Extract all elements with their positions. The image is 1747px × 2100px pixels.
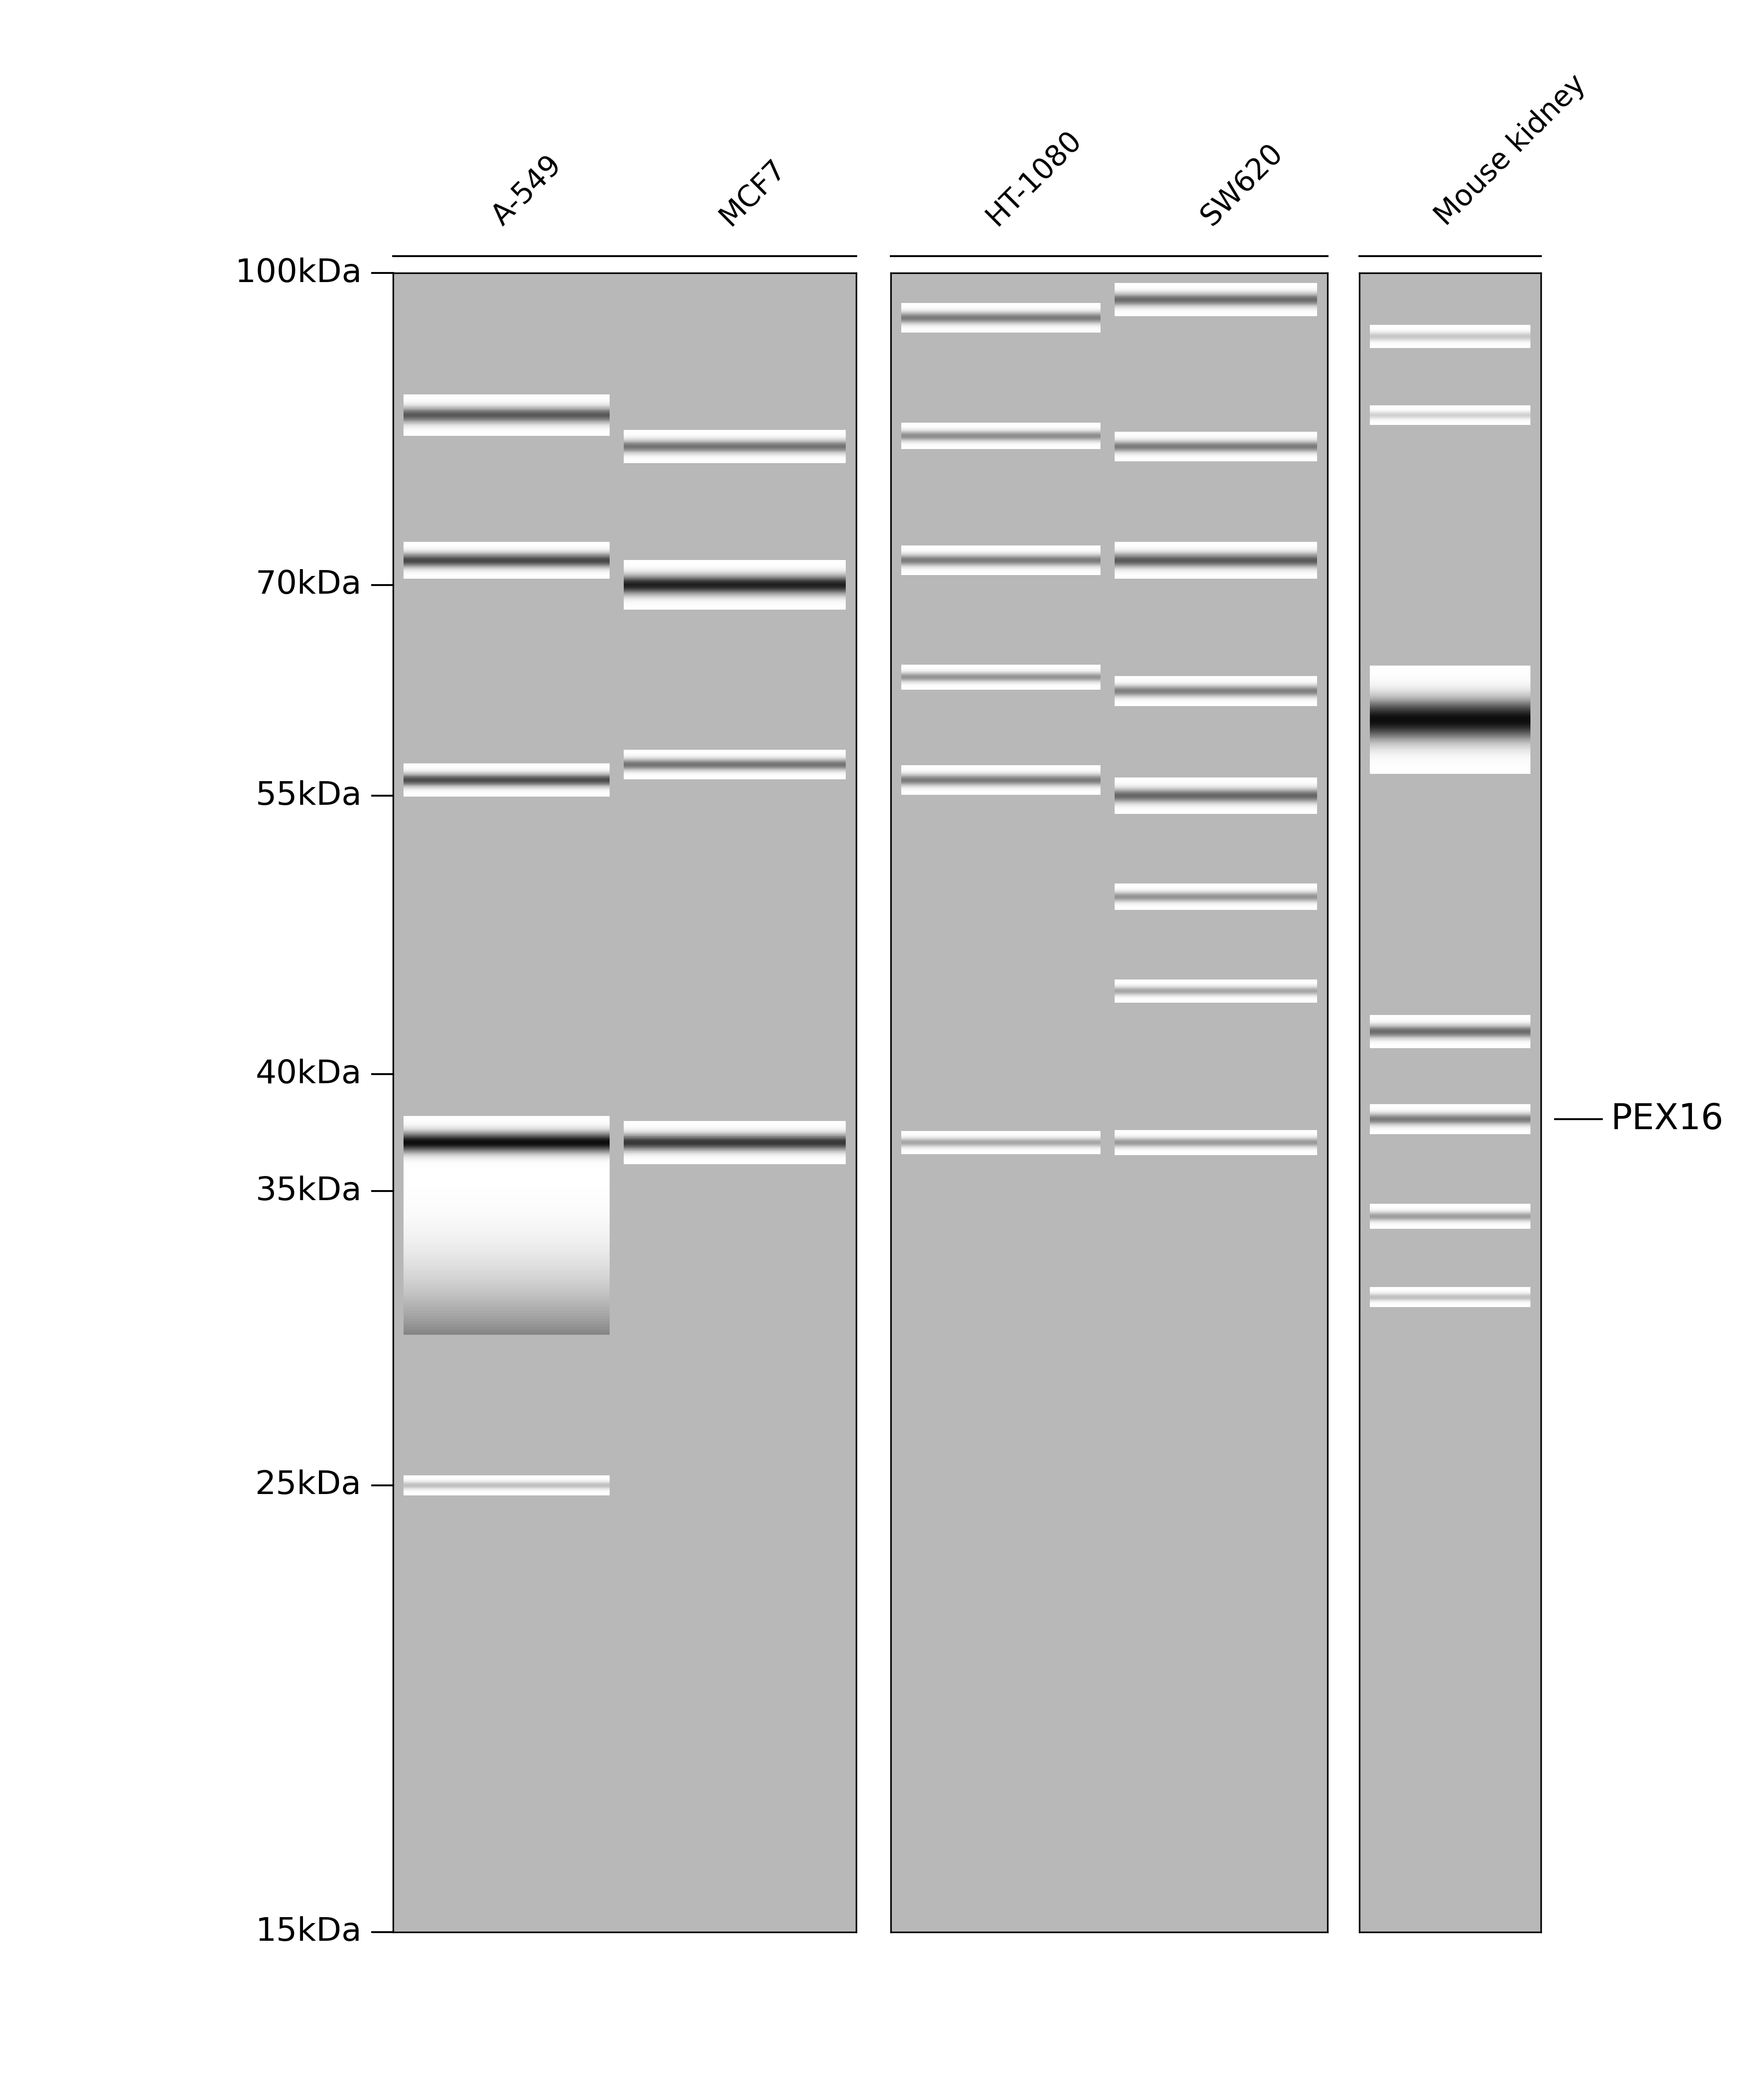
Bar <box>404 1250 610 1252</box>
Bar <box>404 1321 610 1323</box>
Bar <box>404 1214 610 1216</box>
Bar <box>404 1277 610 1279</box>
Bar <box>404 1283 610 1285</box>
Bar <box>404 1331 610 1336</box>
Text: Mouse kidney: Mouse kidney <box>1431 69 1592 231</box>
Bar <box>404 1262 610 1266</box>
Text: HT-1080: HT-1080 <box>982 126 1087 231</box>
Text: 70kDa: 70kDa <box>255 569 362 601</box>
Bar <box>404 1279 610 1283</box>
Bar <box>404 1266 610 1268</box>
Bar <box>1359 273 1541 1932</box>
Bar <box>404 1323 610 1327</box>
Bar <box>404 1260 610 1262</box>
Bar <box>404 1310 610 1312</box>
Bar <box>404 1222 610 1224</box>
Bar <box>404 1275 610 1277</box>
Bar <box>404 1210 610 1214</box>
Bar <box>404 1304 610 1308</box>
Bar <box>404 1254 610 1258</box>
Bar <box>404 1285 610 1287</box>
Bar <box>404 1292 610 1294</box>
Bar <box>404 1235 610 1239</box>
Bar <box>404 1312 610 1315</box>
Bar <box>404 1224 610 1226</box>
Text: 40kDa: 40kDa <box>255 1058 362 1090</box>
Bar <box>404 1300 610 1302</box>
Bar <box>404 1302 610 1304</box>
Bar <box>404 1319 610 1321</box>
Bar <box>404 1201 610 1205</box>
Text: 55kDa: 55kDa <box>255 779 362 811</box>
Bar <box>404 1287 610 1292</box>
Bar <box>404 1197 610 1199</box>
Text: 25kDa: 25kDa <box>255 1470 362 1502</box>
Text: 100kDa: 100kDa <box>234 258 362 288</box>
Bar <box>404 1208 610 1210</box>
Bar <box>404 1191 610 1195</box>
Bar <box>404 1268 610 1270</box>
Bar <box>404 1174 610 1178</box>
Bar <box>404 1178 610 1180</box>
Bar <box>404 1172 610 1174</box>
Bar <box>404 1218 610 1222</box>
Bar <box>404 1296 610 1300</box>
Bar <box>404 1216 610 1218</box>
Text: SW620: SW620 <box>1197 139 1289 231</box>
Text: PEX16: PEX16 <box>1611 1102 1724 1136</box>
Bar <box>404 1205 610 1208</box>
Text: 15kDa: 15kDa <box>255 1917 362 1947</box>
Bar <box>891 273 1328 1932</box>
Bar <box>404 1247 610 1250</box>
Text: A-549: A-549 <box>487 151 566 231</box>
Bar <box>404 1182 610 1186</box>
Bar <box>404 1199 610 1201</box>
Bar <box>404 1239 610 1241</box>
Bar <box>393 273 856 1932</box>
Bar <box>404 1170 610 1172</box>
Bar <box>404 1189 610 1191</box>
Bar <box>404 1241 610 1243</box>
Bar <box>404 1327 610 1329</box>
Bar <box>404 1231 610 1233</box>
Bar <box>404 1243 610 1247</box>
Text: 35kDa: 35kDa <box>255 1176 362 1208</box>
Bar <box>404 1329 610 1331</box>
Bar <box>404 1233 610 1235</box>
Bar <box>404 1294 610 1296</box>
Bar <box>404 1252 610 1254</box>
Bar <box>404 1258 610 1260</box>
Bar <box>404 1186 610 1189</box>
Bar <box>404 1195 610 1197</box>
Bar <box>404 1308 610 1310</box>
Bar <box>404 1270 610 1275</box>
Bar <box>404 1315 610 1319</box>
Bar <box>404 1226 610 1231</box>
Text: MCF7: MCF7 <box>715 153 791 231</box>
Bar <box>404 1180 610 1182</box>
